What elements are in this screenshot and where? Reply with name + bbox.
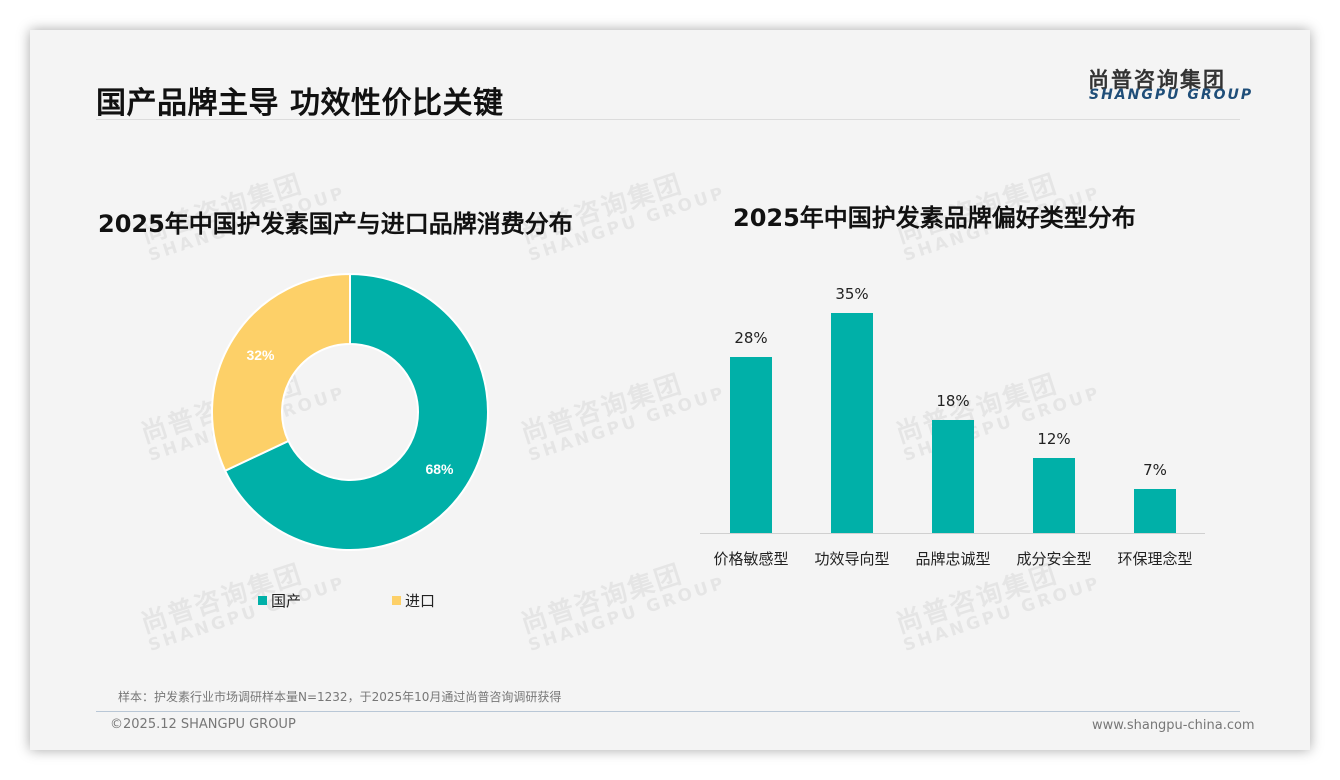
title-divider (96, 119, 1240, 120)
donut-slice-domestic (223, 272, 489, 551)
bar-value-label: 35% (835, 284, 869, 303)
website-link[interactable]: www.shangpu-china.com (1092, 718, 1255, 733)
bar-category-label: 品牌忠诚型 (915, 550, 991, 568)
bar-category-label: 价格敏感型 (713, 550, 789, 568)
bar-category-label: 环保理念型 (1117, 550, 1193, 568)
slice-label-domestic: 68% (425, 461, 454, 477)
legend-label: 进口 (405, 592, 436, 610)
donut-slice-import (211, 272, 351, 473)
legend-swatch-yellow (392, 596, 401, 605)
donut-chart-title: 2025年中国护发素国产与进口品牌消费分布 (98, 210, 573, 238)
bar (730, 356, 772, 533)
bar-value-label: 28% (734, 328, 768, 347)
copyright: ©2025.12 SHANGPU GROUP (110, 717, 296, 732)
donut-chart: 68% 32% (211, 272, 489, 551)
bar-value-label: 7% (1143, 460, 1167, 479)
legend-swatch-teal (258, 596, 267, 605)
legend-item-import: 进口 (392, 590, 435, 611)
sample-note: 样本：护发素行业市场调研样本量N=1232，于2025年10月通过尚普咨询调研获… (118, 690, 562, 704)
x-axis-line (700, 533, 1205, 534)
bar-category-label: 功效导向型 (814, 550, 890, 568)
legend-item-domestic: 国产 (258, 590, 301, 611)
logo-text-en: SHANGPU GROUP (1089, 87, 1254, 103)
bar-value-label: 18% (936, 391, 970, 410)
footer-divider (96, 711, 1240, 712)
legend-label: 国产 (271, 592, 302, 610)
bar (1134, 488, 1176, 533)
slide: 尚普咨询集团 SHANGPU GROUP 尚普咨询集团 SHANGPU GROUP … (30, 30, 1310, 750)
slice-label-import: 32% (246, 347, 275, 363)
bar-chart-title: 2025年中国护发素品牌偏好类型分布 (733, 204, 1136, 232)
bar-chart: 28% 价格敏感型 35% 功效导向型 18% 品牌忠诚型 12% 成分安全型 7% 环保理念型 (700, 270, 1210, 590)
bar-value-label: 12% (1037, 429, 1071, 448)
bar (831, 312, 873, 533)
bar-category-label: 成分安全型 (1016, 550, 1092, 568)
logo-text-cn: 尚普咨询集团 (1088, 68, 1226, 92)
bar (1033, 457, 1075, 533)
page-title: 国产品牌主导 功效性价比关键 (96, 86, 504, 121)
bar (932, 419, 974, 533)
